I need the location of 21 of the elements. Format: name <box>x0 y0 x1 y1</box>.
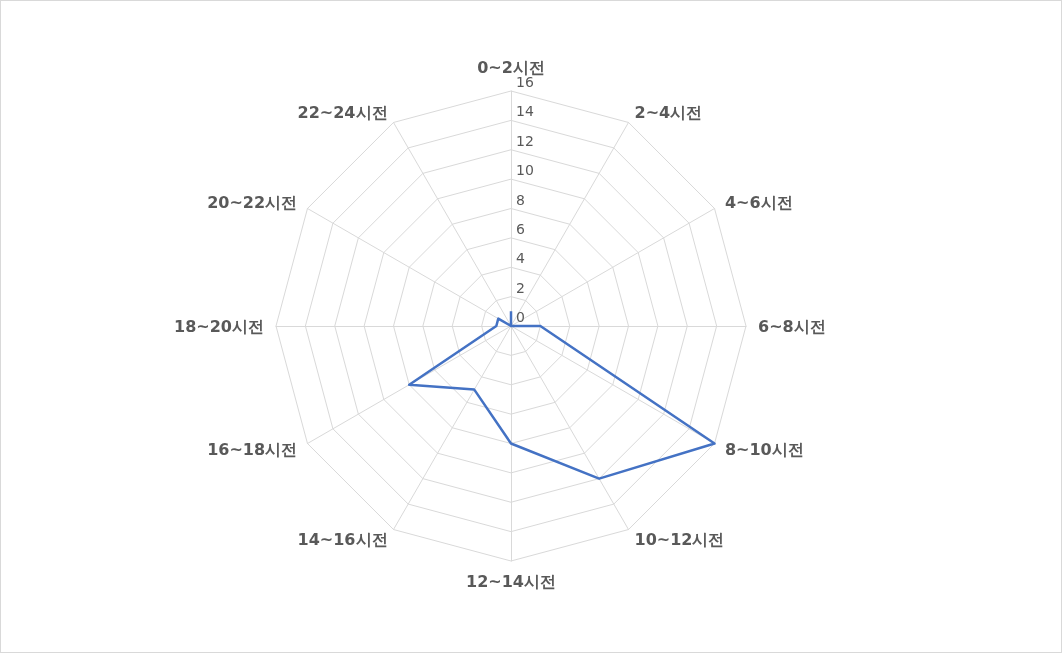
y-tick-label: 4 <box>516 250 525 267</box>
y-tick-label: 0 <box>516 309 525 325</box>
spoke-label: 18~20시전 <box>174 316 264 336</box>
spoke-label: 12~14시전 <box>466 571 556 591</box>
y-tick-label: 12 <box>516 132 534 149</box>
spoke-label: 2~4시전 <box>634 102 703 122</box>
y-tick-label: 14 <box>516 103 534 120</box>
spoke-label: 16~18시전 <box>207 440 298 459</box>
y-tick-label: 16 <box>516 74 534 90</box>
spoke-label: 10~12시전 <box>634 530 725 550</box>
y-tick-label: 6 <box>516 220 525 237</box>
spoke-label: 4~6시전 <box>724 193 793 212</box>
spoke-label: 0~2시전 <box>477 57 545 77</box>
y-tick-label: 2 <box>516 279 525 296</box>
spoke-label: 20~22시전 <box>207 193 298 212</box>
y-tick-label: 8 <box>516 191 525 208</box>
y-tick-label: 10 <box>516 162 534 179</box>
spoke-label: 14~16시전 <box>297 530 388 550</box>
spoke-label: 22~24시전 <box>297 102 388 122</box>
spoke-label: 8~10시전 <box>724 440 804 459</box>
spoke-label: 6~8시전 <box>758 316 826 336</box>
